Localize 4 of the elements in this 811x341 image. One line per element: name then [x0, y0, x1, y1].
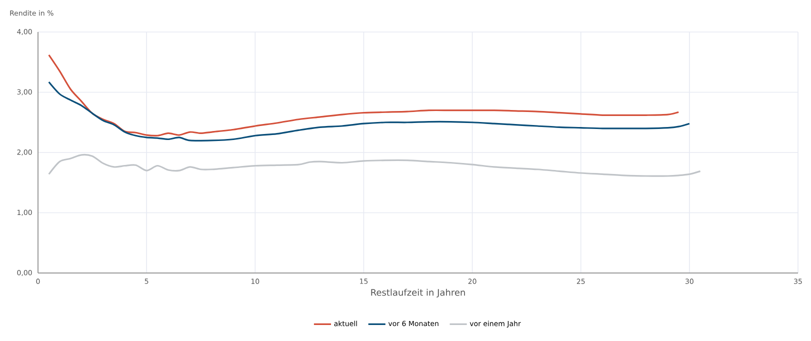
x-axis-title: Restlaufzeit in Jahren [371, 288, 465, 298]
line-series [48, 81, 690, 142]
line-series [48, 54, 680, 136]
line-series [48, 154, 702, 177]
